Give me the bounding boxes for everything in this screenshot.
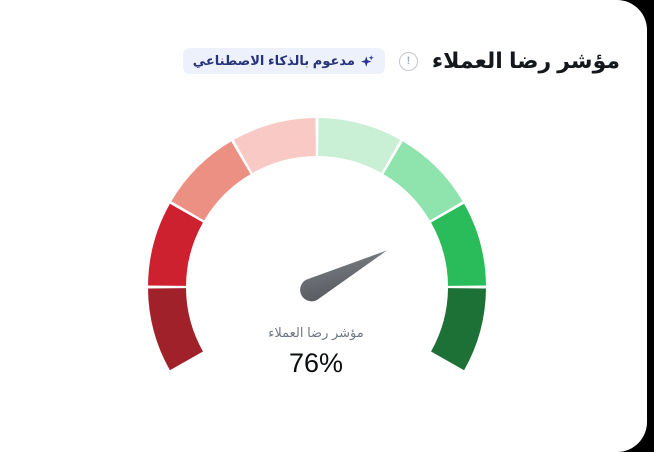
sparkles-icon — [360, 55, 374, 67]
card-header: مؤشر رضا العملاء ! مدعوم بالذكاء الاصطنا… — [182, 46, 620, 76]
page-title: مؤشر رضا العملاء — [431, 48, 620, 73]
gauge-segment — [148, 203, 203, 286]
gauge-segment — [431, 288, 486, 371]
gauge-needle — [300, 250, 388, 302]
gauge-segment — [233, 118, 316, 173]
ai-badge: مدعوم بالذكاء الاصطناعي — [182, 48, 385, 74]
gauge-segment — [431, 203, 486, 286]
gauge-center-label: مؤشر رضا العملاء — [268, 325, 364, 340]
gauge-segment — [318, 118, 401, 173]
ai-badge-label: مدعوم بالذكاء الاصطناعي — [192, 53, 355, 68]
info-icon[interactable]: ! — [398, 51, 418, 71]
gauge-segment — [148, 288, 203, 371]
gauge-value: 76% — [288, 348, 344, 378]
gauge-segment — [383, 141, 463, 221]
gauge-segment — [171, 141, 251, 221]
